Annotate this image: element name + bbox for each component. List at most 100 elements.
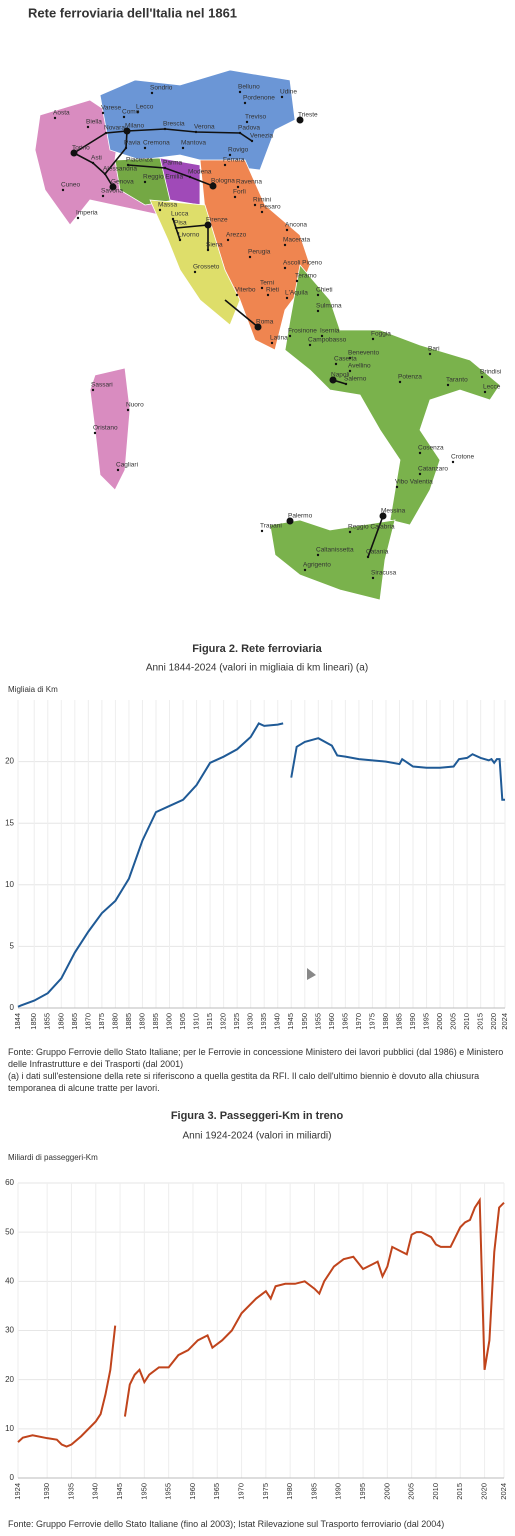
city-label: Imperia xyxy=(76,210,98,217)
city-dot xyxy=(101,111,105,115)
city-dot xyxy=(280,95,284,99)
region xyxy=(269,519,396,601)
region xyxy=(149,199,241,326)
city-labels: Sondrio BellunoUdinePordenoneLeccoVareseC… xyxy=(53,84,501,580)
city-dot xyxy=(344,382,348,386)
city-label: Agrigento xyxy=(303,562,331,569)
city-label: Ravenna xyxy=(236,179,262,186)
x-tick-label: 1924 xyxy=(13,1483,22,1500)
city-label: Savona xyxy=(101,188,123,195)
railway xyxy=(224,299,259,328)
city-dot xyxy=(209,182,217,190)
city-dot xyxy=(285,228,289,232)
x-tick-label: 1880 xyxy=(110,1013,119,1030)
city-dot xyxy=(418,451,422,455)
city-dot xyxy=(283,243,287,247)
city-label: Catanzaro xyxy=(418,466,448,473)
city-dot xyxy=(260,210,264,214)
city-label: Salerno xyxy=(344,376,367,383)
city-label: Reggio Emilia xyxy=(143,174,183,181)
city-dot xyxy=(223,163,227,167)
x-tick-label: 2015 xyxy=(455,1483,464,1500)
city-dot xyxy=(316,309,320,313)
city-label: Siena xyxy=(206,242,223,249)
city-dot xyxy=(226,238,230,242)
x-tick-label: 1930 xyxy=(246,1013,255,1030)
city-label: Belluno xyxy=(238,84,260,91)
city-dot xyxy=(204,221,212,229)
x-tick-label: 1930 xyxy=(42,1483,51,1500)
city-dot xyxy=(296,116,304,124)
region xyxy=(284,264,501,526)
city-label: Lecce xyxy=(483,384,501,391)
chart-title: Figura 2. Rete ferroviaria xyxy=(192,643,322,655)
city-dot xyxy=(286,517,294,525)
railway xyxy=(73,152,114,188)
city-label: Avellino xyxy=(348,363,371,370)
x-tick-label: 1985 xyxy=(309,1483,318,1500)
x-tick-label: 1950 xyxy=(139,1483,148,1500)
chart-subtitle: Anni 1924-2024 (valori in miliardi) xyxy=(183,1131,332,1142)
city-dot xyxy=(193,270,197,274)
city-dot xyxy=(238,90,242,94)
city-dot xyxy=(101,194,105,198)
x-tick-label: 2005 xyxy=(449,1013,458,1030)
city-dot xyxy=(334,362,338,366)
x-tick-label: 2024 xyxy=(499,1483,508,1500)
city-label: Parma xyxy=(163,160,183,167)
city-label: Alessandria xyxy=(103,166,137,173)
city-dot xyxy=(126,408,130,412)
city-label: Caserta xyxy=(334,356,357,363)
city-dot xyxy=(260,286,264,290)
city-dot xyxy=(395,485,399,489)
x-tick-label: 1890 xyxy=(137,1013,146,1030)
city-dot xyxy=(76,216,80,220)
city-label: Roma xyxy=(256,319,274,326)
x-tick-label: 1925 xyxy=(232,1013,241,1030)
y-tick-label: 0 xyxy=(10,1003,15,1012)
city-label: Rieti xyxy=(266,287,279,294)
city-dot xyxy=(250,139,254,143)
x-tick-label: 1870 xyxy=(83,1013,92,1030)
x-tick-label: 1980 xyxy=(285,1483,294,1500)
city-dot xyxy=(288,334,292,338)
city-dot xyxy=(283,266,287,270)
city-dot xyxy=(174,226,178,230)
map-title: Rete ferroviaria dell'Italia nel 1861 xyxy=(28,5,237,20)
city-dot xyxy=(270,341,274,345)
city-label: Trapani xyxy=(260,523,282,530)
x-tick-label: 1975 xyxy=(367,1013,376,1030)
city-label: Biella xyxy=(86,119,102,126)
x-tick-label: 1995 xyxy=(422,1013,431,1030)
city-label: Macerata xyxy=(283,237,310,244)
city-dot xyxy=(178,238,182,242)
x-tick-label: 1955 xyxy=(164,1483,173,1500)
x-tick-label: 1844 xyxy=(13,1013,22,1030)
city-label: Sassari xyxy=(91,382,113,389)
y-tick-label: 20 xyxy=(5,1375,14,1384)
city-label: Pesaro xyxy=(260,204,281,211)
x-tick-label: 1895 xyxy=(151,1013,160,1030)
x-tick-label: 1965 xyxy=(340,1013,349,1030)
city-label: Campobasso xyxy=(308,337,347,344)
railway xyxy=(127,164,214,187)
y-tick-label: 0 xyxy=(10,1473,15,1482)
city-label: Ferrara xyxy=(223,157,245,164)
x-tick-label: 1980 xyxy=(381,1013,390,1030)
city-label: Brescia xyxy=(163,121,185,128)
chart-subtitle: Anni 1844-2024 (valori in migliaia di km… xyxy=(146,663,368,674)
city-dot xyxy=(418,472,422,476)
line xyxy=(123,1197,505,1417)
y-tick-label: 20 xyxy=(5,757,14,766)
note: Fonte: Gruppo Ferrovie dello Stato Itali… xyxy=(8,1519,445,1529)
x-tick-label: 2010 xyxy=(462,1013,471,1030)
x-tick-label: 1875 xyxy=(97,1013,106,1030)
city-label: Latina xyxy=(270,335,288,342)
city-label: Como xyxy=(122,109,140,116)
city-label: Verona xyxy=(194,124,215,131)
city-dot xyxy=(126,163,130,167)
city-dot xyxy=(308,343,312,347)
city-label: Crotone xyxy=(451,454,475,461)
x-tick-label: 2020 xyxy=(480,1483,489,1500)
